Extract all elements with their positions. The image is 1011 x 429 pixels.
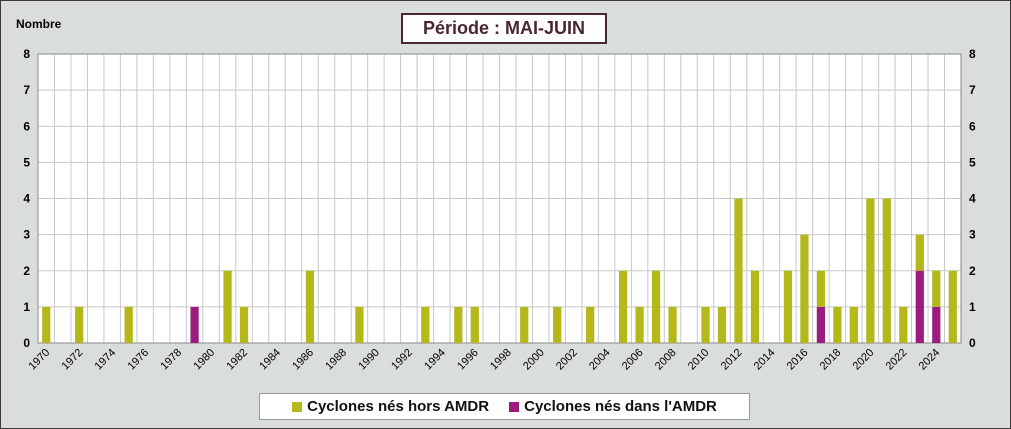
legend: Cyclones nés hors AMDR Cyclones nés dans… (259, 393, 750, 420)
bar-hors-amdr-1981 (223, 270, 232, 343)
bar-hors-amdr-2024 (932, 270, 941, 307)
bar-hors-amdr-2012 (734, 198, 743, 343)
bar-hors-amdr-2011 (717, 306, 727, 343)
y-tick-label-right: 0 (969, 336, 976, 350)
y-tick-label-left: 4 (23, 192, 30, 206)
y-tick-label-right: 8 (969, 47, 976, 61)
y-tick-label-left: 0 (23, 336, 30, 350)
x-tick-label: 2018 (818, 347, 844, 373)
bar-hors-amdr-2016 (800, 234, 809, 343)
bar-hors-amdr-2021 (882, 198, 891, 343)
y-tick-label-left: 3 (23, 228, 30, 242)
bar-hors-amdr-2018 (833, 306, 842, 343)
bar-hors-amdr-2003 (586, 306, 595, 343)
bar-hors-amdr-2023 (915, 234, 924, 271)
x-tick-label: 2014 (752, 347, 778, 373)
x-tick-label: 1982 (224, 347, 250, 373)
y-tick-label-right: 2 (969, 264, 976, 278)
legend-item-dans: Cyclones nés dans l'AMDR (509, 398, 717, 415)
bar-hors-amdr-2007 (651, 270, 661, 343)
x-tick-label: 1990 (356, 347, 382, 373)
x-tick-label: 2008 (653, 347, 679, 373)
bar-hors-amdr-2006 (635, 306, 644, 343)
y-tick-label-left: 6 (23, 119, 30, 133)
x-tick-label: 2016 (785, 347, 811, 373)
bar-hors-amdr-1999 (520, 306, 529, 343)
bar-amdr-1979 (190, 306, 199, 343)
bar-hors-amdr-1989 (355, 306, 364, 343)
x-tick-label: 2024 (917, 347, 943, 373)
legend-label-hors: Cyclones nés hors AMDR (307, 398, 490, 415)
x-tick-label: 2012 (719, 347, 745, 373)
y-tick-label-right: 5 (969, 155, 976, 169)
y-tick-label-right: 6 (969, 119, 976, 133)
y-tick-label-left: 5 (23, 155, 30, 169)
y-tick-label-right: 1 (969, 300, 976, 314)
y-tick-label-right: 3 (969, 228, 976, 242)
x-tick-label: 1996 (455, 347, 481, 373)
bar-hors-amdr-1975 (124, 306, 133, 343)
x-tick-label: 1988 (323, 347, 349, 373)
x-tick-label: 2006 (620, 347, 646, 373)
bar-amdr-2024 (932, 306, 941, 343)
x-tick-label: 1994 (422, 347, 448, 373)
x-tick-label: 1974 (92, 347, 118, 373)
bar-hors-amdr-1972 (75, 306, 84, 343)
x-tick-label: 2010 (686, 347, 712, 373)
bar-hors-amdr-1970 (42, 306, 51, 343)
x-tick-label: 1976 (125, 347, 151, 373)
x-tick-label: 2004 (587, 347, 613, 373)
x-tick-label: 2002 (554, 347, 580, 373)
x-tick-label: 2020 (851, 347, 877, 373)
y-tick-label-right: 7 (969, 83, 976, 97)
x-tick-label: 2022 (884, 347, 910, 373)
bar-hors-amdr-2008 (668, 306, 677, 343)
x-tick-label: 1978 (158, 347, 184, 373)
bar-hors-amdr-2017 (816, 270, 826, 307)
bar-hors-amdr-1982 (239, 306, 249, 343)
legend-item-hors: Cyclones nés hors AMDR (292, 398, 489, 415)
bar-amdr-2023 (915, 270, 924, 343)
bar-hors-amdr-2019 (849, 306, 858, 343)
chart-title: Période : MAI-JUIN (401, 13, 607, 44)
x-tick-label: 1998 (488, 347, 514, 373)
bar-hors-amdr-1995 (454, 306, 463, 343)
y-axis-label: Nombre (16, 17, 62, 31)
x-tick-label: 1970 (27, 347, 53, 373)
bar-hors-amdr-2025 (948, 270, 957, 343)
y-tick-label-left: 7 (23, 83, 30, 97)
x-tick-label: 1992 (389, 347, 415, 373)
bar-hors-amdr-1996 (470, 306, 479, 343)
bar-amdr-2017 (816, 306, 826, 343)
bar-hors-amdr-2010 (701, 306, 710, 343)
bar-hors-amdr-1986 (305, 270, 315, 343)
bar-hors-amdr-2013 (750, 270, 760, 343)
bar-hors-amdr-2022 (899, 306, 908, 343)
bar-hors-amdr-2001 (553, 306, 562, 343)
legend-swatch-hors (292, 401, 303, 412)
x-tick-label: 1972 (60, 347, 86, 373)
legend-label-dans: Cyclones nés dans l'AMDR (524, 398, 717, 415)
legend-swatch-dans (509, 401, 520, 412)
bar-hors-amdr-2005 (618, 270, 628, 343)
x-tick-label: 1986 (290, 347, 316, 373)
y-tick-label-left: 2 (23, 264, 30, 278)
y-tick-label-left: 1 (23, 300, 30, 314)
bar-hors-amdr-2020 (866, 198, 875, 343)
bar-hors-amdr-1993 (421, 306, 430, 343)
x-tick-label: 1984 (257, 347, 283, 373)
x-tick-label: 2000 (521, 347, 547, 373)
bar-hors-amdr-2015 (783, 270, 793, 343)
y-tick-label-right: 4 (969, 192, 976, 206)
y-tick-label-left: 8 (23, 47, 30, 61)
plot-border (37, 53, 962, 344)
x-tick-label: 1980 (191, 347, 217, 373)
